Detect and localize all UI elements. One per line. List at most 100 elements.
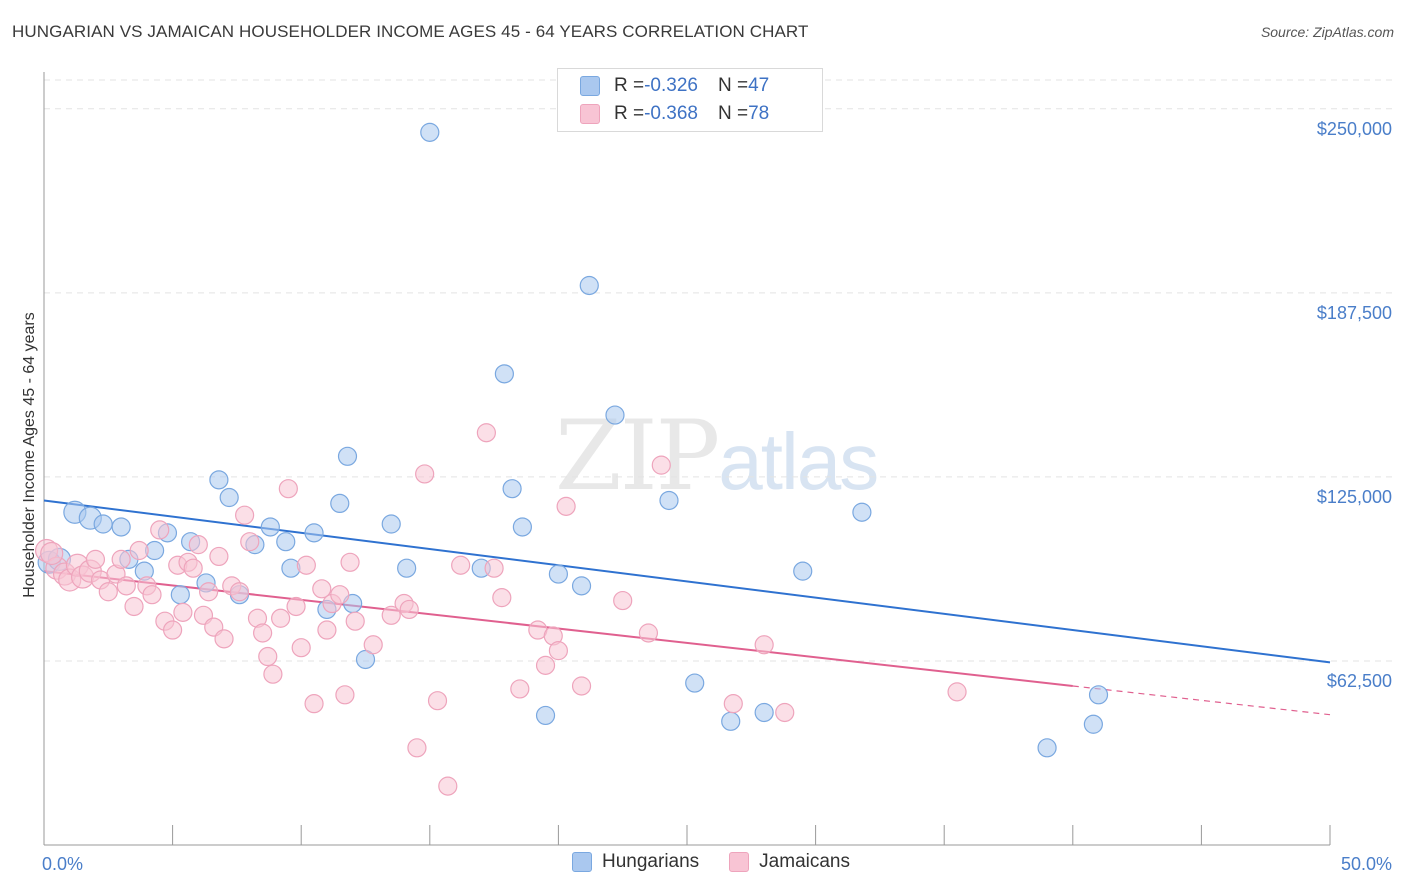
- point-hungarians-32: [512, 517, 532, 537]
- point-jamaicans-19: [163, 620, 183, 640]
- point-jamaicans-14: [129, 540, 149, 561]
- r-value: -0.368: [644, 103, 698, 124]
- chart-title: HUNGARIAN VS JAMAICAN HOUSEHOLDER INCOME…: [12, 22, 809, 41]
- point-jamaicans-51: [363, 635, 383, 655]
- point-hungarians-30: [494, 364, 514, 384]
- point-jamaicans-33: [240, 532, 260, 552]
- swatch-hungarians: [580, 76, 600, 96]
- axes: [43, 72, 1331, 846]
- point-jamaicans-12: [116, 576, 136, 596]
- source-label: Source: ZipAtlas.com: [1260, 24, 1394, 40]
- point-hungarians-36: [579, 275, 599, 296]
- point-jamaicans-76: [947, 682, 967, 702]
- point-jamaicans-38: [271, 608, 291, 628]
- point-jamaicans-32: [235, 505, 255, 525]
- point-jamaicans-31: [229, 582, 250, 602]
- point-hungarians-23: [337, 446, 358, 466]
- point-jamaicans-35: [253, 623, 273, 643]
- point-jamaicans-75: [775, 702, 795, 723]
- point-jamaicans-42: [296, 555, 316, 575]
- r-label: R =: [614, 75, 645, 96]
- series-legend: Hungarians Jamaicans: [572, 851, 880, 873]
- point-hungarians-34: [548, 564, 569, 584]
- point-jamaicans-37: [263, 664, 283, 684]
- point-jamaicans-11: [111, 549, 131, 569]
- point-jamaicans-52: [381, 605, 401, 625]
- legend-item-jamaicans[interactable]: Jamaicans: [729, 851, 850, 873]
- point-jamaicans-36: [258, 646, 278, 667]
- point-hungarians-18: [276, 532, 296, 552]
- point-hungarians-25: [355, 649, 376, 670]
- y-tick-label-0: $62,500: [1327, 671, 1392, 691]
- point-jamaicans-13: [124, 596, 144, 617]
- point-hungarians-20: [304, 523, 324, 543]
- point-jamaicans-56: [415, 464, 435, 484]
- point-jamaicans-70: [613, 590, 633, 611]
- point-hungarians-13: [209, 470, 229, 490]
- point-jamaicans-26: [199, 582, 219, 602]
- point-jamaicans-72: [651, 455, 671, 475]
- point-jamaicans-41: [291, 638, 311, 658]
- point-hungarians-33: [535, 705, 556, 726]
- point-jamaicans-7: [85, 549, 106, 569]
- y-tick-label-1: $125,000: [1317, 487, 1392, 507]
- point-hungarians-14: [219, 487, 239, 508]
- watermark-main: ZIP: [555, 400, 720, 512]
- swatch-jamaicans: [580, 104, 600, 124]
- point-jamaicans-44: [312, 579, 332, 599]
- point-jamaicans-48: [335, 685, 355, 705]
- trend-line-hungarians: [43, 499, 1331, 664]
- r-label: R =: [614, 103, 645, 124]
- point-jamaicans-67: [548, 641, 569, 661]
- point-hungarians-42: [793, 561, 813, 581]
- point-hungarians-37: [605, 405, 625, 425]
- trend-extension-jamaicans: [1072, 685, 1331, 716]
- point-jamaicans-23: [183, 558, 203, 578]
- point-jamaicans-9: [98, 582, 118, 602]
- n-label: N =: [717, 103, 749, 124]
- point-hungarians-46: [1088, 685, 1109, 705]
- n-value: 47: [748, 75, 770, 96]
- legend-label-hungarians: Hungarians: [602, 851, 700, 872]
- point-jamaicans-65: [535, 655, 556, 675]
- point-jamaicans-55: [407, 738, 427, 758]
- grid-lines: [44, 79, 1392, 662]
- point-jamaicans-77: [40, 541, 64, 566]
- legend-swatch-hungarians: [572, 852, 592, 872]
- point-jamaicans-61: [484, 558, 504, 578]
- y-axis-title: Householder Income Ages 45 - 64 years: [21, 312, 38, 598]
- point-jamaicans-73: [723, 694, 743, 714]
- point-jamaicans-45: [317, 620, 337, 640]
- point-jamaicans-71: [638, 623, 659, 643]
- watermark-sub: atlas: [718, 417, 879, 506]
- point-jamaicans-24: [188, 535, 208, 555]
- point-jamaicans-54: [399, 599, 419, 620]
- legend-item-hungarians[interactable]: Hungarians: [572, 851, 699, 873]
- r-value: -0.326: [644, 75, 698, 96]
- point-jamaicans-50: [345, 611, 365, 631]
- point-jamaicans-40: [286, 596, 306, 617]
- point-jamaicans-21: [173, 602, 193, 622]
- x-tick-label-0: 0.0%: [42, 854, 83, 874]
- point-jamaicans-74: [754, 635, 774, 655]
- point-hungarians-17: [260, 517, 280, 537]
- point-jamaicans-29: [214, 629, 234, 649]
- data-points: [34, 122, 1109, 796]
- y-tick-label-2: $187,500: [1317, 303, 1392, 323]
- point-jamaicans-68: [556, 496, 576, 516]
- point-jamaicans-28: [209, 546, 229, 567]
- n-value: 78: [748, 103, 770, 124]
- point-jamaicans-59: [451, 555, 471, 575]
- point-jamaicans-43: [304, 694, 324, 714]
- point-hungarians-45: [1083, 714, 1103, 734]
- point-jamaicans-60: [476, 423, 496, 443]
- point-hungarians-4: [93, 514, 113, 534]
- stats-row-hungarians: R = -0.326 N = 47: [580, 73, 769, 99]
- point-jamaicans-63: [510, 679, 530, 699]
- point-jamaicans-16: [142, 585, 162, 605]
- watermark: ZIPatlas: [555, 400, 879, 512]
- point-hungarians-27: [397, 558, 417, 578]
- point-jamaicans-17: [150, 520, 170, 540]
- y-tick-label-3: $250,000: [1317, 119, 1392, 139]
- point-jamaicans-58: [438, 776, 458, 796]
